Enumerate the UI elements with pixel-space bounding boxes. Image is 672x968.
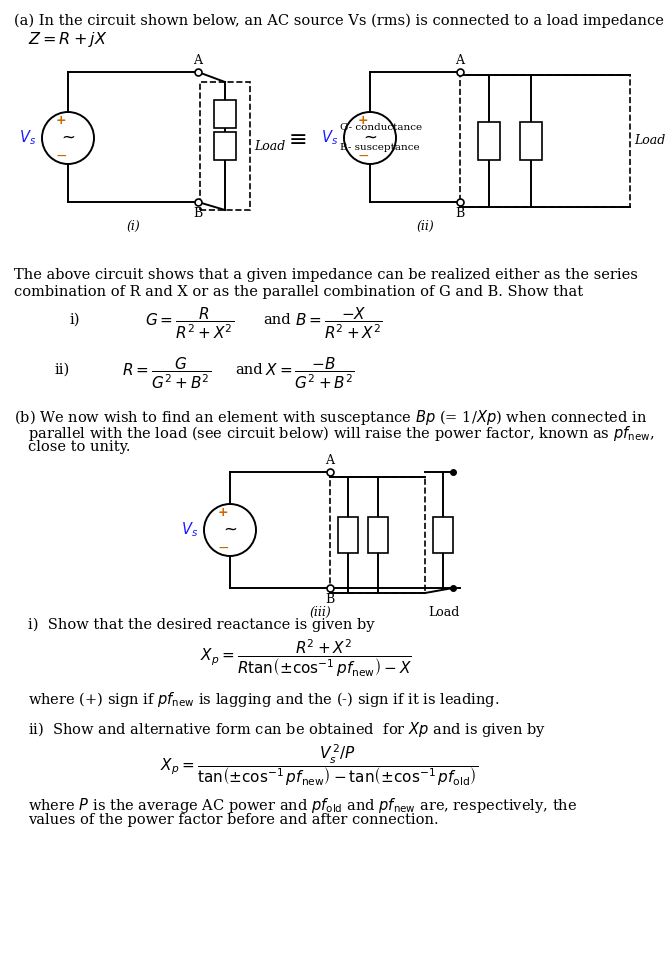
Bar [338, 517, 358, 553]
Text: A: A [194, 54, 202, 67]
Text: combination of R and X or as the parallel combination of G and B. Show that: combination of R and X or as the paralle… [14, 285, 583, 299]
Bar [460, 75, 630, 207]
Text: $V_s$: $V_s$ [181, 521, 198, 539]
Text: G- conductance: G- conductance [340, 124, 422, 133]
Text: $jX$: $jX$ [217, 137, 233, 155]
Text: $X_p = \dfrac{V_s^{\,2}/P}{\tan\!\left(\pm\cos^{-1} pf_\mathrm{new}\right) - \ta: $X_p = \dfrac{V_s^{\,2}/P}{\tan\!\left(\… [160, 742, 478, 788]
Text: $X_p = \dfrac{R^2 + X^2}{R\tan\!\left(\pm\cos^{-1} pf_\mathrm{new}\right) - X}$: $X_p = \dfrac{R^2 + X^2}{R\tan\!\left(\p… [200, 638, 412, 680]
Bar [478, 122, 500, 160]
Text: where $P$ is the average AC power and $pf_\mathrm{old}$ and $pf_\mathrm{new}$ ar: where $P$ is the average AC power and $p… [28, 796, 577, 815]
Text: where (+) sign if $pf_\mathrm{new}$ is lagging and the (-) sign if it is leading: where (+) sign if $pf_\mathrm{new}$ is l… [28, 690, 499, 709]
Bar [330, 477, 425, 593]
Text: $jB$: $jB$ [371, 527, 385, 543]
Text: R: R [220, 107, 230, 120]
Bar [214, 132, 236, 160]
Text: Load: Load [634, 135, 665, 147]
Text: (i): (i) [126, 220, 140, 233]
Text: B: B [194, 207, 203, 220]
Text: −: − [217, 541, 228, 555]
Text: ii): ii) [55, 363, 71, 377]
Text: $G=\dfrac{R}{R^2+X^2}$: $G=\dfrac{R}{R^2+X^2}$ [145, 306, 234, 342]
Text: parallel with the load (see circuit below) will raise the power factor, known as: parallel with the load (see circuit belo… [28, 424, 655, 443]
Bar [200, 82, 250, 210]
Bar [520, 122, 542, 160]
Text: $\equiv$: $\equiv$ [284, 128, 306, 148]
Text: $X=\dfrac{-B}{G^2+B^2}$: $X=\dfrac{-B}{G^2+B^2}$ [265, 356, 355, 391]
Text: G: G [343, 529, 353, 541]
Bar [368, 517, 388, 553]
Text: $B=\dfrac{-X}{R^2+X^2}$: $B=\dfrac{-X}{R^2+X^2}$ [295, 306, 383, 342]
Text: B: B [325, 593, 335, 606]
Text: ~: ~ [363, 129, 377, 147]
Text: −: − [55, 149, 67, 163]
Text: values of the power factor before and after connection.: values of the power factor before and af… [28, 813, 439, 827]
Text: and: and [263, 313, 290, 327]
Text: Load: Load [428, 606, 460, 619]
Text: (iii): (iii) [309, 606, 331, 619]
Text: ~: ~ [223, 521, 237, 539]
Text: $jB_p$: $jB_p$ [433, 526, 453, 544]
Text: ~: ~ [61, 129, 75, 147]
Text: The above circuit shows that a given impedance can be realized either as the ser: The above circuit shows that a given imp… [14, 268, 638, 282]
Text: A: A [456, 54, 464, 67]
Text: B- susceptance: B- susceptance [340, 143, 419, 153]
Text: $V_s$: $V_s$ [321, 129, 338, 147]
Text: (b) We now wish to find an element with susceptance $Bp$ (= 1/$Xp$) when connect: (b) We now wish to find an element with … [14, 408, 647, 427]
Text: $Z = R + jX$: $Z = R + jX$ [28, 30, 108, 49]
Text: +: + [218, 505, 228, 519]
Text: ii)  Show and alternative form can be obtained  for $Xp$ and is given by: ii) Show and alternative form can be obt… [28, 720, 546, 739]
Text: $R=\dfrac{G}{G^2+B^2}$: $R=\dfrac{G}{G^2+B^2}$ [122, 356, 211, 391]
Text: B: B [456, 207, 464, 220]
Text: close to unity.: close to unity. [28, 440, 130, 454]
Text: A: A [325, 454, 335, 467]
Text: +: + [56, 113, 67, 127]
Text: Load: Load [254, 139, 285, 153]
Text: i): i) [70, 313, 81, 327]
Text: −: − [358, 149, 369, 163]
Text: +: + [358, 113, 368, 127]
Bar [433, 517, 453, 553]
Text: $V_s$: $V_s$ [19, 129, 36, 147]
Bar [214, 100, 236, 128]
Text: and: and [235, 363, 263, 377]
Text: i)  Show that the desired reactance is given by: i) Show that the desired reactance is gi… [28, 618, 374, 632]
Text: (ii): (ii) [416, 220, 434, 233]
Text: $jB$: $jB$ [523, 133, 538, 149]
Text: G: G [484, 135, 494, 147]
Text: (a) In the circuit shown below, an AC source Vs (rms) is connected to a load imp: (a) In the circuit shown below, an AC so… [14, 14, 664, 28]
